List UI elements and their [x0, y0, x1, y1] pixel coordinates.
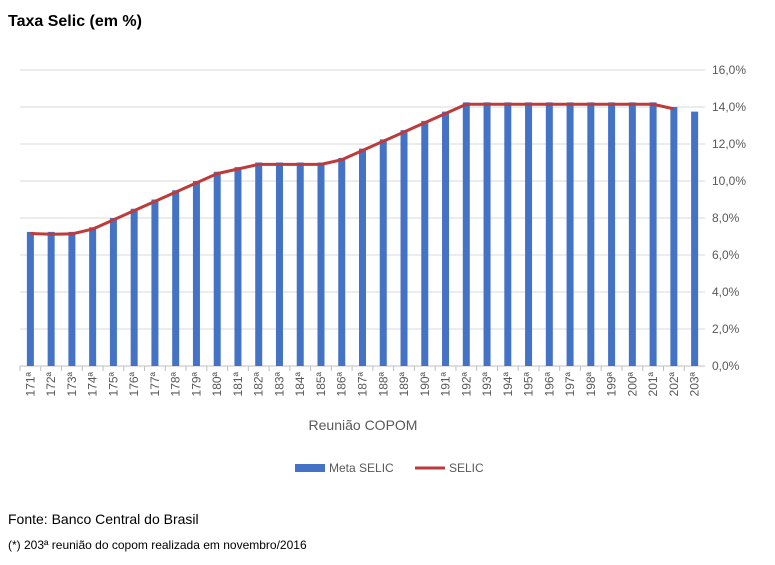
x-tick-label: 198ª [584, 371, 598, 396]
legend-label: SELIC [449, 461, 484, 475]
x-tick-label: 196ª [542, 371, 556, 396]
x-axis-title: Reunião COPOM [309, 417, 418, 433]
bar [483, 102, 491, 366]
bar [172, 190, 180, 366]
x-tick-label: 187ª [356, 371, 370, 396]
bar [130, 208, 138, 366]
note: (*) 203ª reunião do copom realizada em n… [8, 538, 307, 552]
bar [421, 120, 429, 366]
bar [379, 139, 387, 366]
x-tick-label: 176ª [127, 371, 141, 396]
y-tick-label: 4,0% [712, 285, 740, 299]
bar [587, 102, 595, 366]
bar [255, 162, 263, 366]
x-tick-label: 202ª [667, 371, 681, 396]
line [30, 102, 675, 236]
x-tick-label: 182ª [252, 371, 266, 396]
x-tick-label: 172ª [44, 371, 58, 396]
x-tick-label: 179ª [189, 371, 203, 396]
y-tick-label: 0,0% [712, 359, 740, 373]
bar [442, 111, 450, 366]
bar [608, 102, 616, 366]
y-tick-label: 10,0% [712, 174, 746, 188]
legend-label: Meta SELIC [329, 461, 394, 475]
x-tick-label: 193ª [480, 371, 494, 396]
x-tick-label: 186ª [335, 371, 349, 396]
x-tick-label: 203ª [688, 371, 702, 396]
bar [192, 181, 200, 366]
x-tick-label: 201ª [646, 371, 660, 396]
x-tick-label: 185ª [314, 371, 328, 396]
x-tick-label: 184ª [293, 371, 307, 396]
x-tick-label: 175ª [106, 371, 120, 396]
x-tick-label: 192ª [459, 371, 473, 396]
x-tick-label: 195ª [522, 371, 536, 396]
y-tick-label: 12,0% [712, 137, 746, 151]
x-tick-label: 200ª [625, 371, 639, 396]
x-tick-label: 181ª [231, 371, 245, 396]
bar [317, 162, 325, 366]
y-tick-label: 8,0% [712, 211, 740, 225]
bar [628, 102, 636, 366]
bar [213, 171, 221, 366]
bar [296, 162, 304, 366]
bar [234, 167, 242, 366]
bar [151, 199, 159, 366]
x-tick-label: 178ª [169, 371, 183, 396]
x-tick-label: 191ª [439, 371, 453, 396]
x-tick-label: 171ª [23, 371, 37, 396]
x-tick-label: 180ª [210, 371, 224, 396]
y-tick-label: 6,0% [712, 248, 740, 262]
bar [109, 218, 117, 366]
x-tick-label: 183ª [272, 371, 286, 396]
x-tick-label: 197ª [563, 371, 577, 396]
bar [400, 130, 408, 366]
bar [566, 102, 574, 366]
bar [47, 231, 55, 366]
x-tick-label: 177ª [148, 371, 162, 396]
bar [462, 102, 470, 366]
bar [338, 157, 346, 366]
legend-swatch [295, 464, 325, 472]
bar [275, 162, 283, 366]
x-tick-label: 188ª [376, 371, 390, 396]
bar [359, 148, 366, 366]
bar [89, 227, 97, 366]
y-tick-label: 16,0% [712, 63, 746, 77]
bar [649, 102, 657, 366]
x-tick-label: 190ª [418, 371, 432, 396]
bar [691, 111, 699, 366]
x-tick-label: 174ª [86, 371, 100, 396]
bar [670, 107, 678, 366]
chart-title: Taxa Selic (em %) [8, 13, 142, 30]
x-tick-label: 189ª [397, 371, 411, 396]
y-tick-label: 14,0% [712, 100, 746, 114]
bar [504, 102, 512, 366]
bar [545, 102, 553, 366]
x-tick-label: 173ª [65, 371, 79, 396]
source: Fonte: Banco Central do Brasil [8, 511, 199, 527]
x-tick-label: 194ª [501, 371, 515, 396]
bar [26, 231, 34, 366]
x-tick-label: 199ª [605, 371, 619, 396]
bar [525, 102, 533, 366]
bar [68, 231, 76, 366]
y-tick-label: 2,0% [712, 322, 740, 336]
